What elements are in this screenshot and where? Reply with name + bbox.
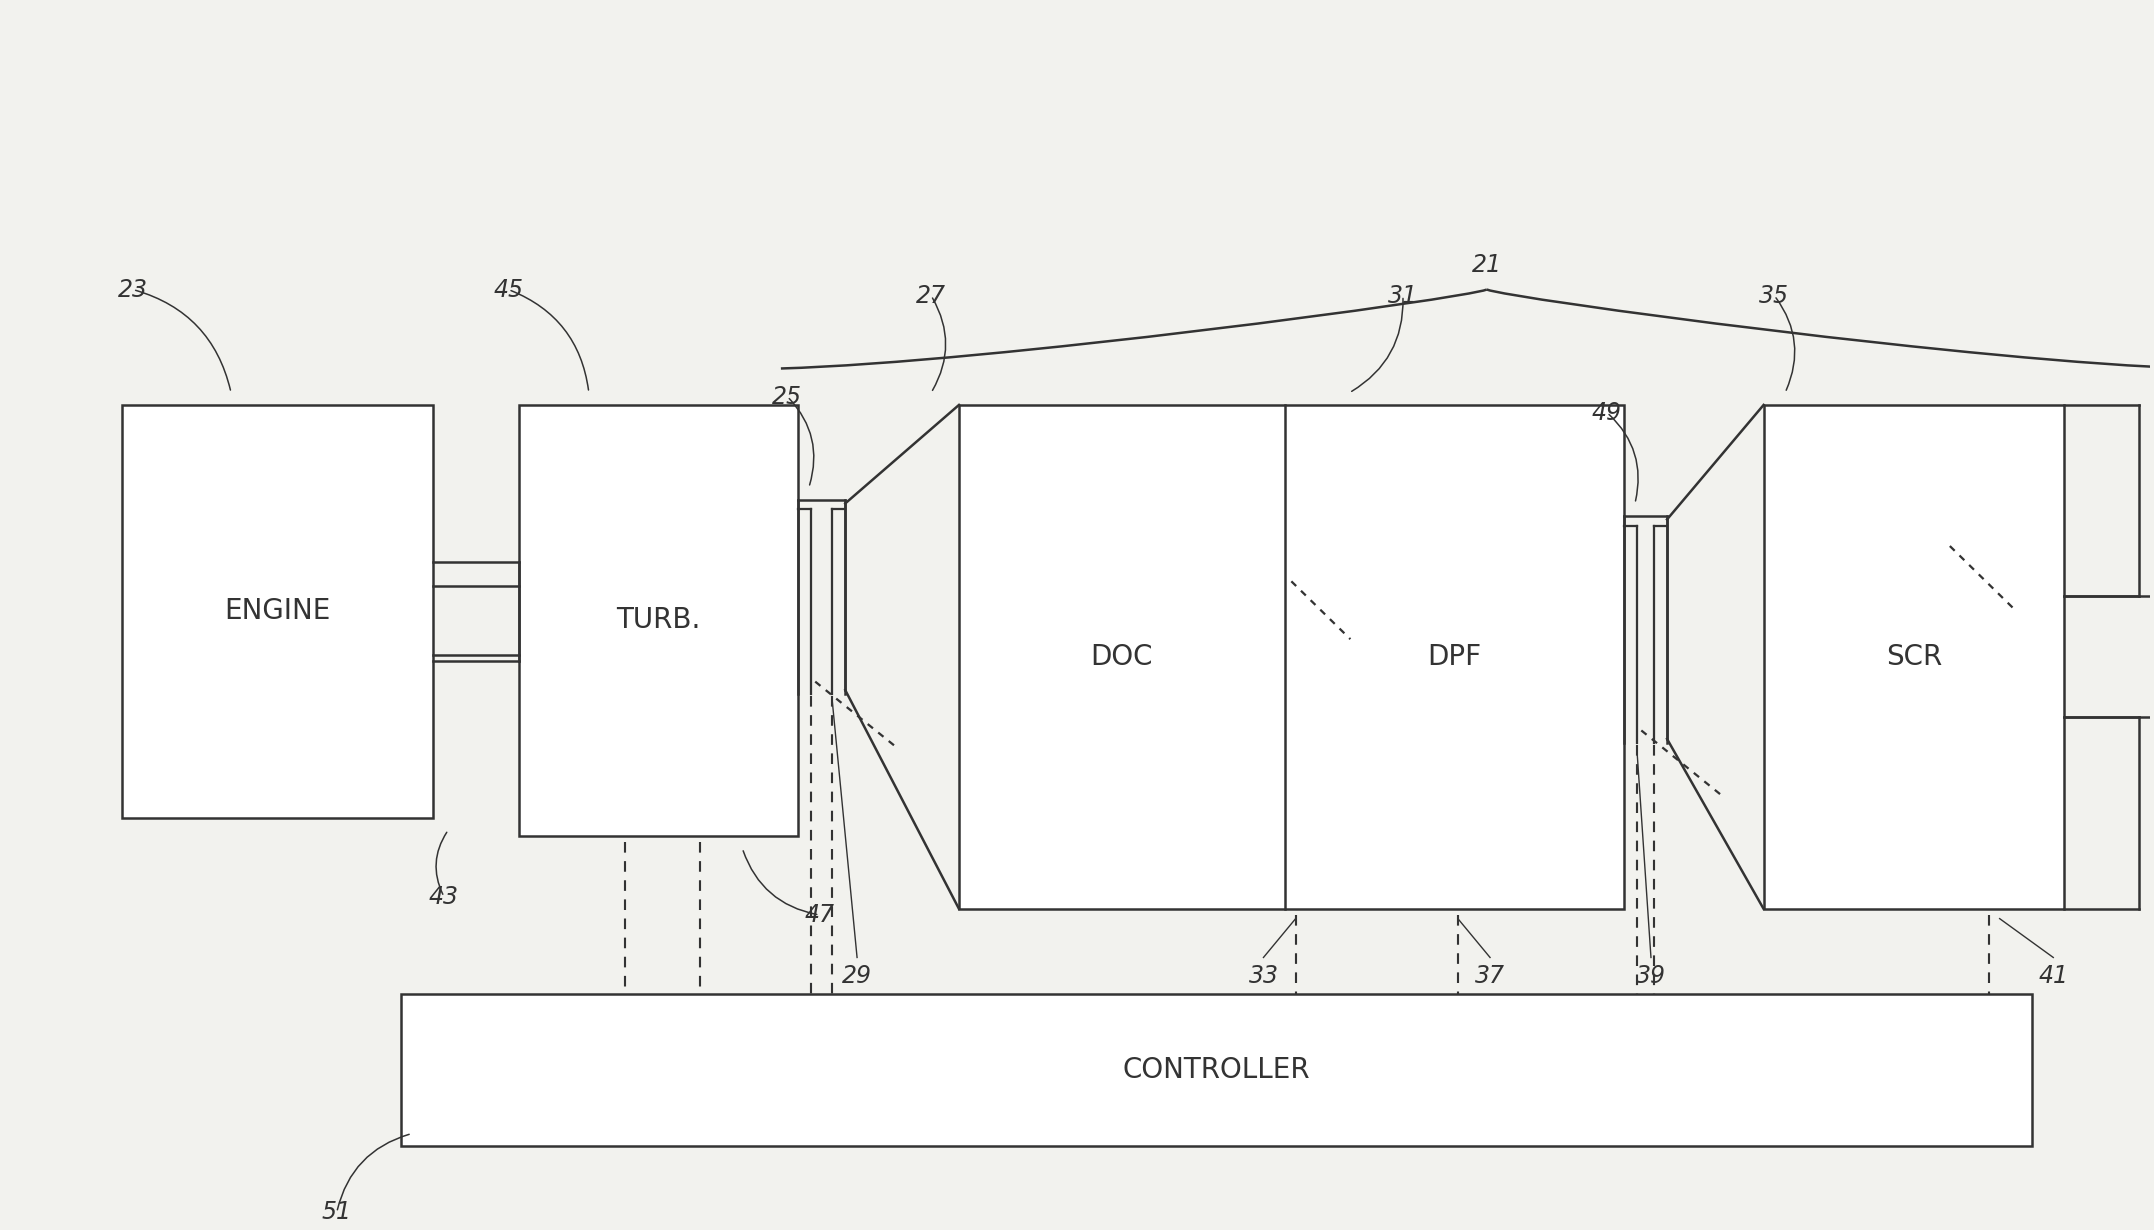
Text: 41: 41 (2038, 963, 2068, 988)
Bar (1764, 405, 2064, 909)
Text: SCR: SCR (1885, 643, 1943, 670)
Bar (123, 405, 433, 818)
Text: 29: 29 (842, 963, 872, 988)
Text: 23: 23 (118, 278, 149, 301)
Text: CONTROLLER: CONTROLLER (1122, 1055, 1310, 1084)
Text: 45: 45 (493, 278, 523, 301)
Text: 39: 39 (1637, 963, 1665, 988)
Text: 51: 51 (321, 1200, 351, 1225)
Bar (519, 405, 799, 836)
Bar (959, 405, 1624, 909)
Text: 25: 25 (773, 385, 801, 408)
Bar (401, 994, 2031, 1145)
Text: DOC: DOC (1090, 643, 1152, 670)
Text: 47: 47 (806, 903, 834, 927)
Text: 43: 43 (429, 884, 459, 909)
Text: 31: 31 (1387, 284, 1417, 308)
Text: 35: 35 (1760, 284, 1790, 308)
Text: 33: 33 (1249, 963, 1279, 988)
Text: 27: 27 (915, 284, 946, 308)
Text: 37: 37 (1475, 963, 1506, 988)
Text: DPF: DPF (1428, 643, 1482, 670)
Text: 21: 21 (1471, 253, 1501, 277)
Text: 49: 49 (1592, 401, 1622, 424)
Text: TURB.: TURB. (616, 606, 700, 635)
Text: ENGINE: ENGINE (224, 598, 332, 625)
